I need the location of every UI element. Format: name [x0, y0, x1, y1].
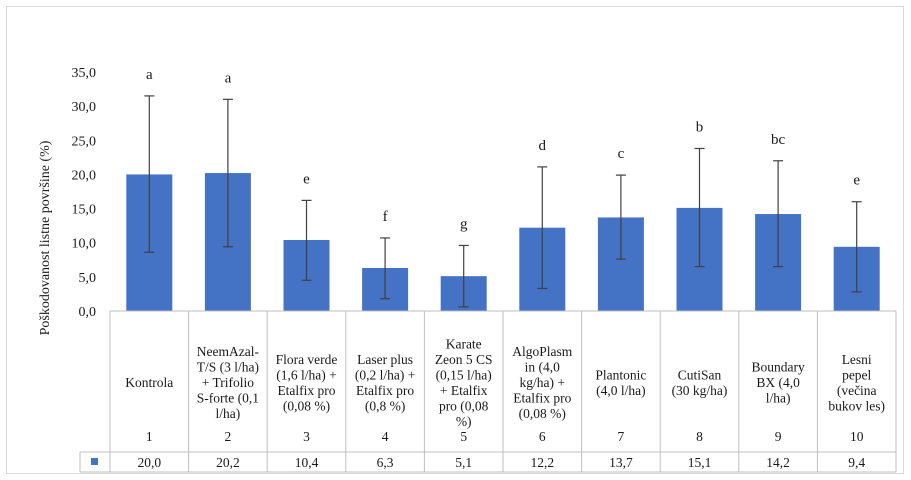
category-label-line: (0,8 %)	[365, 398, 406, 413]
y-tick-label: 0,0	[79, 305, 97, 320]
category-number: 4	[382, 429, 389, 444]
category-label-line: + Trifolio	[202, 375, 255, 390]
category-label-line: (0,15 l/ha)	[436, 367, 492, 382]
category-label-line: Laser plus	[357, 352, 413, 367]
category-label-line: Zeon 5 CS	[435, 352, 493, 367]
category-label-line: S-forte (0,1	[197, 391, 259, 406]
legend-key	[91, 458, 98, 465]
table-value: 9,4	[848, 455, 865, 470]
category-label-line: kg/ha) +	[520, 375, 565, 390]
category-label-line: (30 kg/ha)	[672, 383, 728, 398]
category-label-line: Etalfix pro	[356, 383, 414, 398]
category-label-line: T/S (3 l/ha)	[197, 360, 259, 375]
y-tick-label: 30,0	[72, 100, 97, 115]
category-label-line: (0,2 l/ha) +	[355, 367, 415, 382]
significance-letter: g	[460, 216, 468, 232]
category-label-line: Kontrola	[125, 375, 173, 390]
category-label-line: (0,08 %)	[283, 398, 330, 413]
data-table: Kontrola 1 20,0 NeemAzal-T/S (3 l/ha)+ Trif…	[79, 310, 897, 473]
category-label-line: pro (0,08	[439, 398, 489, 413]
significance-letter: e	[853, 173, 860, 189]
category-number: 10	[850, 429, 864, 444]
significance-letter: a	[146, 67, 153, 83]
table-value: 20,2	[216, 455, 240, 470]
table-value: 10,4	[295, 455, 319, 470]
category-label-line: %)	[456, 414, 472, 429]
category-number: 5	[460, 429, 467, 444]
category-number: 6	[539, 429, 546, 444]
category-label-line: + Etalfix	[440, 383, 488, 398]
y-tick-label: 35,0	[72, 66, 97, 81]
category-label-line: (0,08 %)	[519, 406, 566, 421]
table-value: 12,2	[530, 455, 554, 470]
category-label-line: (večina	[837, 383, 877, 398]
significance-letter: d	[539, 138, 547, 154]
y-axis-ticks: 0,0 5,0 10,0 15,0 20,0 25,0 30,0 35,0	[72, 66, 97, 320]
category-label-line: Plantonic	[595, 367, 646, 382]
category-label-line: CutiSan	[678, 367, 722, 382]
table-value: 5,1	[455, 455, 472, 470]
significance-letter: b	[696, 119, 704, 135]
table-value: 15,1	[688, 455, 712, 470]
category-number: 8	[696, 429, 703, 444]
category-label-line: bukov les)	[828, 398, 885, 413]
category-label-line: Karate	[446, 336, 482, 351]
significance-letter: e	[303, 171, 310, 187]
category-label-line: Boundary	[751, 360, 804, 375]
table-value: 13,7	[609, 455, 633, 470]
y-tick-label: 25,0	[72, 134, 97, 149]
significance-letter: c	[618, 146, 625, 162]
significance-letters: a a e f g d c b bc e	[146, 67, 860, 233]
category-label-line: l/ha)	[766, 391, 791, 406]
significance-letter: bc	[771, 132, 786, 148]
table-value: 6,3	[377, 455, 394, 470]
category-number: 9	[775, 429, 782, 444]
bars	[126, 173, 880, 311]
category-label-line: pepel	[842, 367, 871, 382]
category-label-line: (1,6 l/ha) +	[276, 367, 336, 382]
error-bars	[144, 95, 862, 308]
y-axis-label: Poškodovanost listne površine (%)	[38, 140, 53, 335]
table-value: 20,0	[137, 455, 161, 470]
table-value: 14,2	[766, 455, 790, 470]
category-label-line: Etalfix pro	[277, 383, 335, 398]
y-tick-label: 15,0	[72, 203, 97, 218]
category-label-line: Flora verde	[276, 352, 338, 367]
y-tick-label: 5,0	[79, 271, 97, 286]
y-tick-label: 20,0	[72, 168, 97, 183]
category-number: 1	[146, 429, 153, 444]
category-number: 2	[225, 429, 232, 444]
category-label-line: BX (4,0	[756, 375, 800, 390]
category-label-line: AlgoPlasm	[512, 344, 573, 359]
category-label-line: (4,0 l/ha)	[596, 383, 646, 398]
significance-letter: f	[383, 209, 388, 225]
category-number: 7	[618, 429, 625, 444]
category-label-line: in (4,0	[525, 360, 560, 375]
category-label-line: l/ha)	[216, 406, 241, 421]
category-label-line: Etalfix pro	[513, 391, 571, 406]
significance-letter: a	[225, 70, 232, 86]
category-label-line: Lesni	[842, 352, 872, 367]
category-number: 3	[303, 429, 310, 444]
y-tick-label: 10,0	[72, 237, 97, 252]
category-label-line: NeemAzal-	[197, 344, 260, 359]
